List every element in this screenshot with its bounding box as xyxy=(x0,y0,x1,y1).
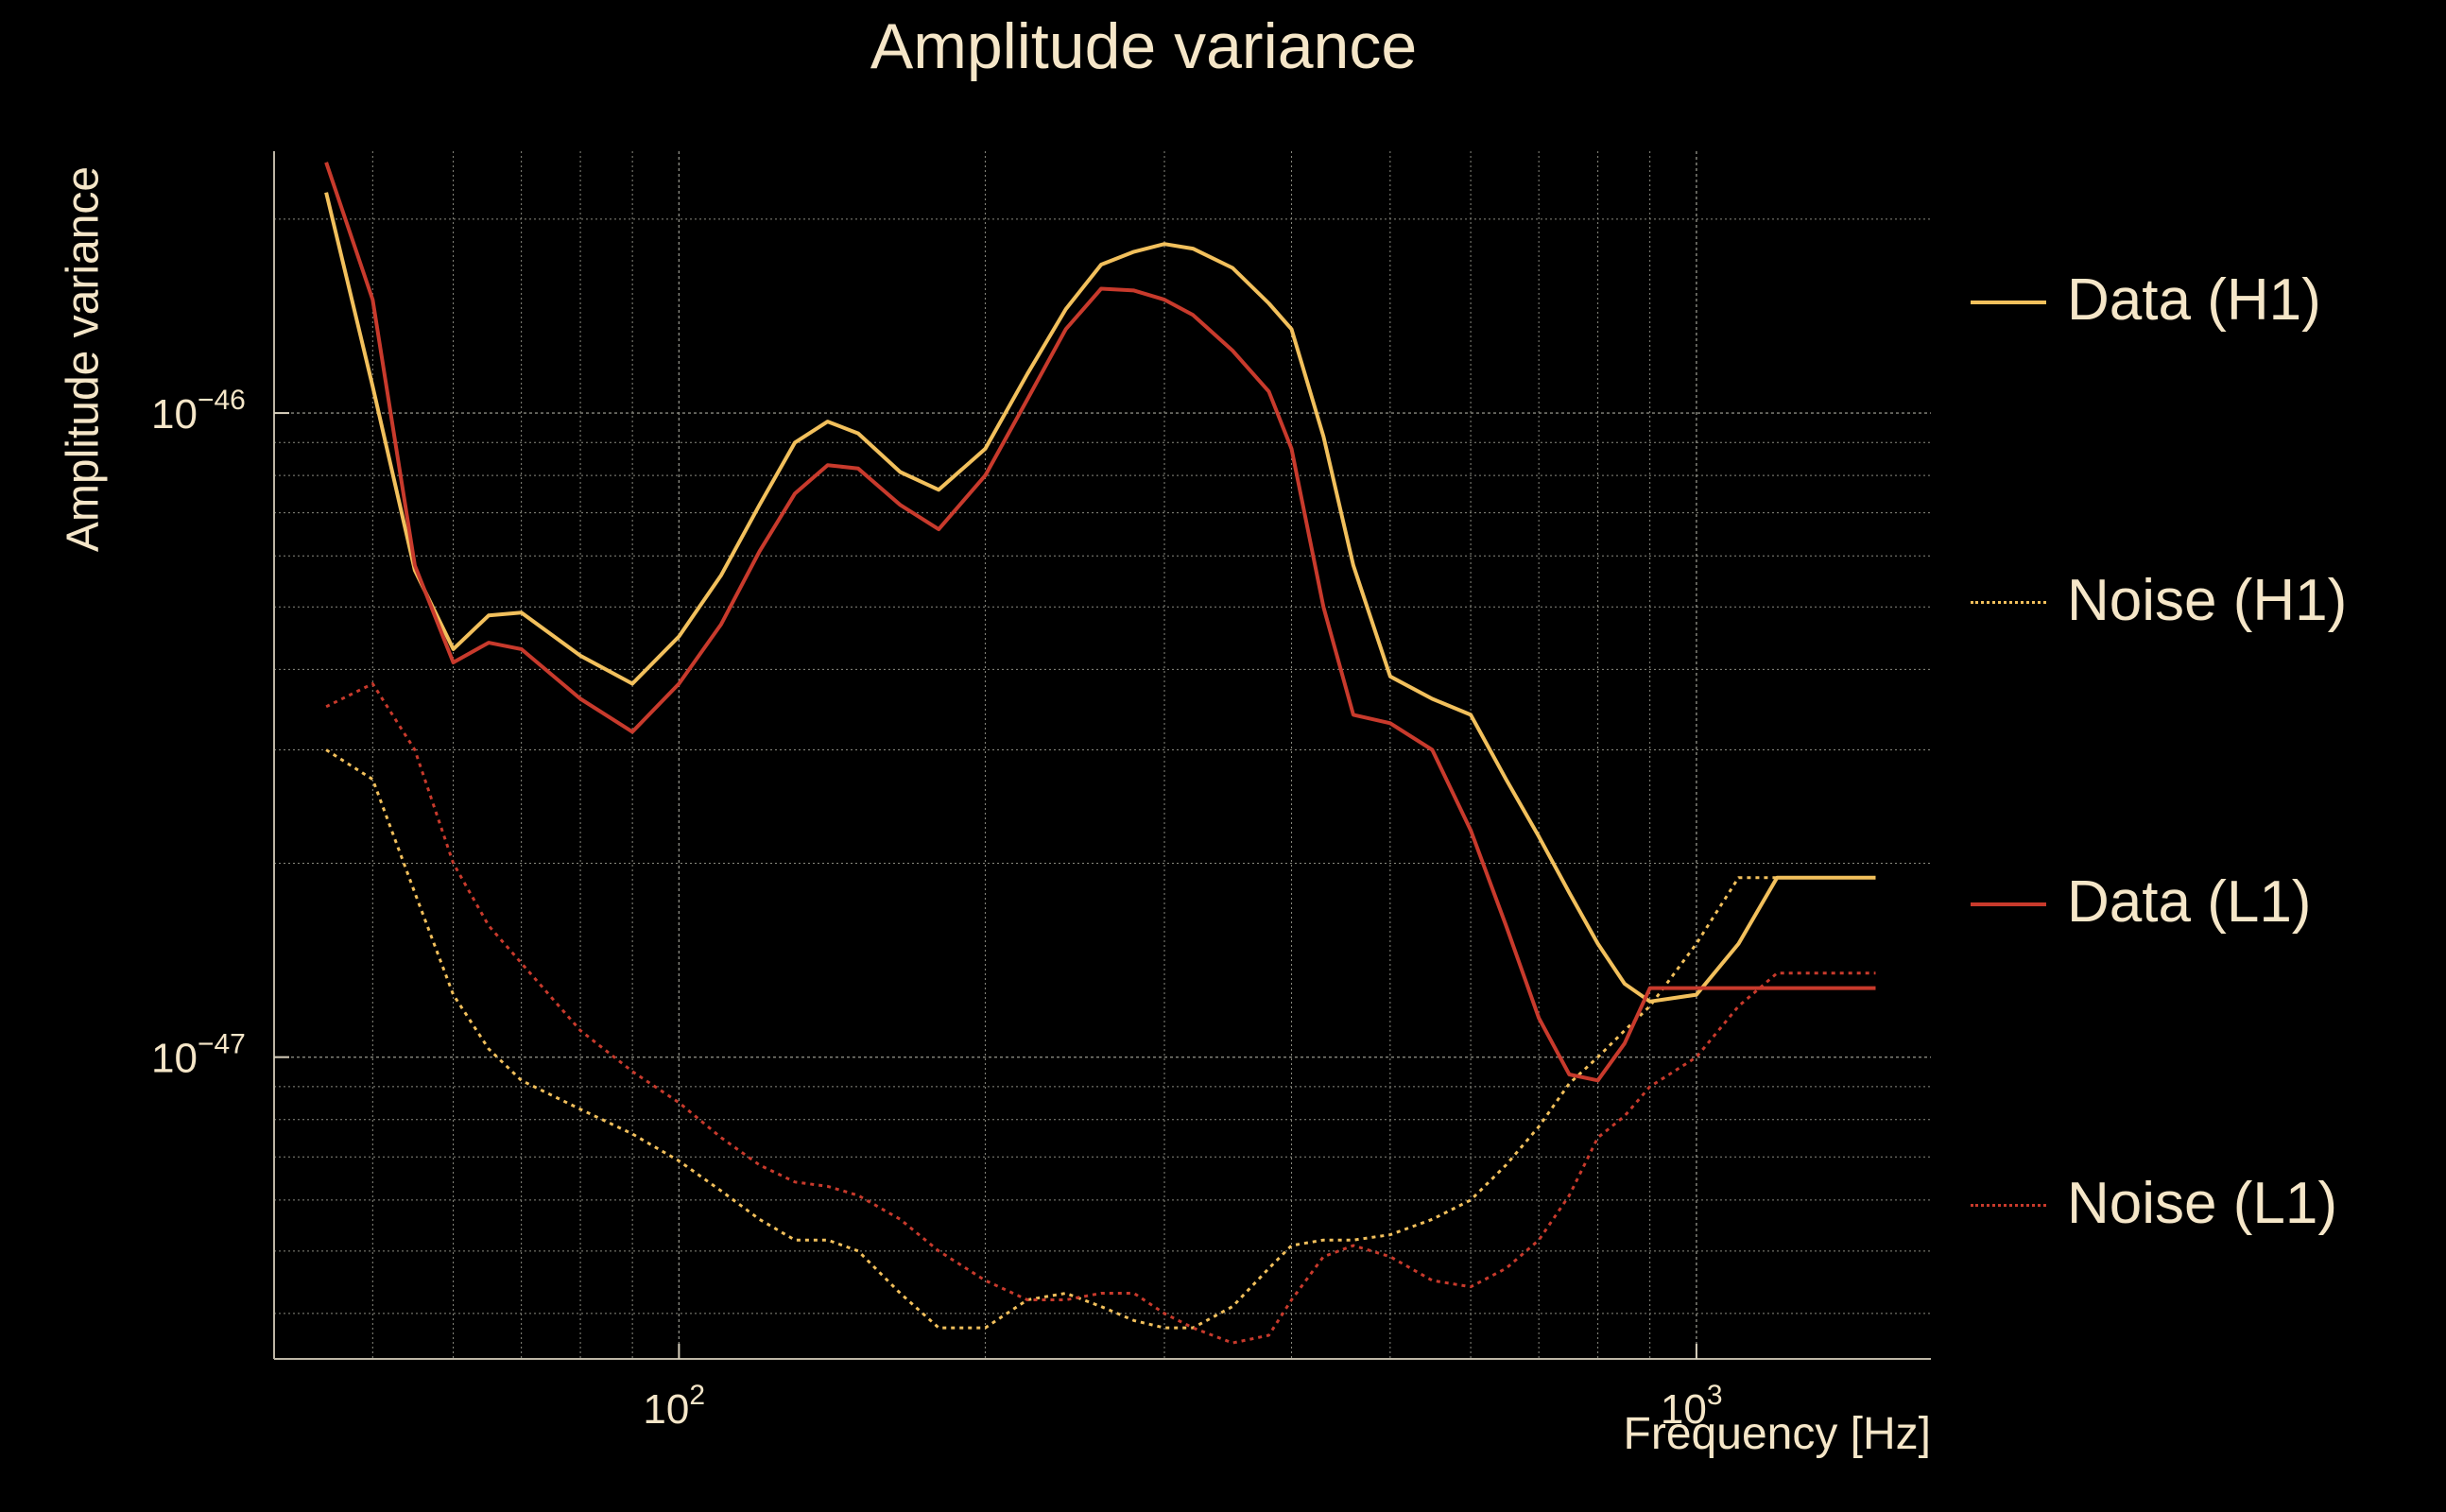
series-line-noise-h1 xyxy=(325,748,1876,1330)
chart-title: Amplitude variance xyxy=(870,10,1418,82)
x-tick-label: 102 xyxy=(643,1380,705,1433)
x-axis-label: Frequency [Hz] xyxy=(1623,1409,1931,1459)
series-line-data-l1 xyxy=(324,162,1876,1083)
tick-labels: 10−47 10−46 102 103 xyxy=(151,385,1723,1433)
y-tick-label: 10−46 xyxy=(151,385,246,438)
x-tick-label: 103 xyxy=(1661,1380,1723,1433)
legend-swatch xyxy=(1971,1204,2046,1207)
legend-label: Data (H1) xyxy=(2067,267,2321,333)
legend-label: Data (L1) xyxy=(2067,869,2312,935)
series-lines xyxy=(324,162,1876,1345)
legend-swatch xyxy=(1971,902,2046,906)
y-tick-label: 10−47 xyxy=(151,1029,246,1082)
series-line-noise-l1 xyxy=(325,682,1876,1345)
series-line-data-h1 xyxy=(324,192,1876,1004)
legend-swatch xyxy=(1971,301,2046,304)
legend-label: Noise (L1) xyxy=(2067,1171,2337,1236)
legend-swatch xyxy=(1971,601,2046,604)
grid xyxy=(273,151,1931,1359)
axes xyxy=(273,151,1931,1360)
legend-label: Noise (H1) xyxy=(2067,568,2348,633)
